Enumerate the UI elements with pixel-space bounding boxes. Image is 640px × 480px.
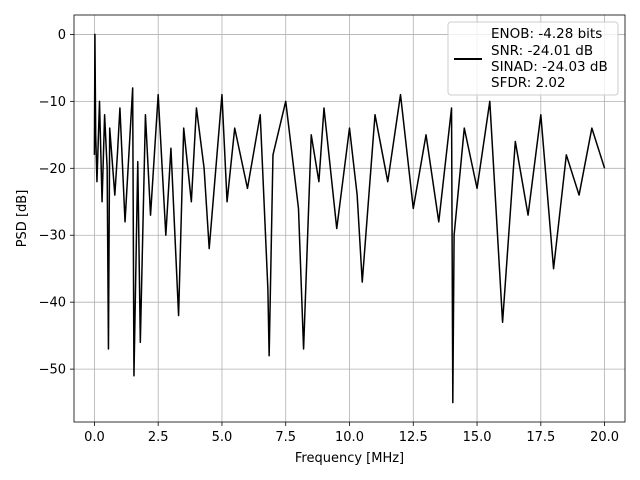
psd-trace (93, 33, 606, 404)
x-axis-ticks: 0.0 2.5 5.0 7.5 10.0 12.5 15.0 17.5 20.0 (84, 422, 619, 445)
legend: ENOB: -4.28 bits SNR: -24.01 dB SINAD: -… (447, 21, 619, 96)
psd-trace-group (93, 33, 606, 404)
x-tick-label: 20.0 (590, 430, 619, 445)
y-axis-label: PSD [dB] (15, 190, 30, 248)
x-tick-label: 10.0 (335, 430, 364, 445)
x-tick-label: 5.0 (212, 430, 233, 445)
legend-entry-snr: SNR: -24.01 dB (491, 43, 593, 59)
y-tick-label: −30 (39, 229, 66, 244)
legend-entry-sinad: SINAD: -24.03 dB (491, 59, 608, 75)
x-tick-label: 12.5 (399, 430, 428, 445)
x-tick-label: 2.5 (148, 430, 169, 445)
legend-entry-sfdr: SFDR: 2.02 (491, 75, 566, 91)
x-axis-label: Frequency [MHz] (295, 451, 404, 466)
legend-box (447, 21, 619, 96)
x-tick-label: 17.5 (526, 430, 555, 445)
x-tick-label: 7.5 (275, 430, 296, 445)
y-tick-label: −10 (39, 95, 66, 110)
x-tick-label: 15.0 (463, 430, 492, 445)
y-axis-ticks: 0 −10 −20 −30 −40 −50 (39, 28, 74, 378)
x-tick-label: 0.0 (84, 430, 105, 445)
y-tick-label: −40 (39, 296, 66, 311)
y-tick-label: −50 (39, 363, 66, 378)
y-tick-label: 0 (58, 28, 66, 43)
legend-entry-enob: ENOB: -4.28 bits (491, 26, 602, 42)
y-tick-label: −20 (39, 162, 66, 177)
